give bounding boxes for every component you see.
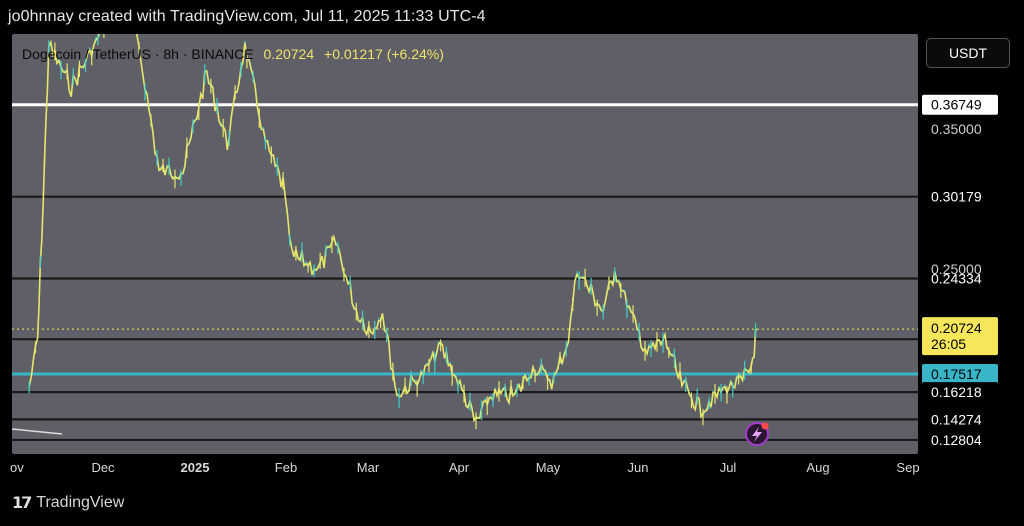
level-label-7: 0.12804 — [931, 432, 982, 448]
x-tick-label-5: Apr — [449, 460, 470, 475]
level-label-2: 0.24334 — [931, 271, 982, 287]
y-axis: 0.367490.301790.243340.200010.175170.162… — [922, 94, 998, 450]
y-tick-label-1: 0.25000 — [931, 261, 982, 277]
header-bar: jo0hnnay created with TradingView.com, J… — [0, 0, 1024, 40]
tv-logo-icon: 𝟭𝟳 — [12, 495, 32, 512]
current-price-label: 0.20724 — [931, 320, 982, 336]
alert-icon[interactable] — [745, 422, 769, 446]
x-tick-label-8: Jul — [720, 460, 737, 475]
level-label-0: 0.36749 — [931, 97, 982, 113]
drawing-line — [12, 428, 63, 435]
footer-bar — [0, 486, 1024, 526]
price-change: +0.01217 (+6.24%) — [324, 46, 444, 62]
last-price: 0.20724 — [263, 46, 315, 62]
x-tick-label-2: 2025 — [181, 460, 210, 475]
x-tick-label-4: Mar — [357, 460, 380, 475]
x-tick-label-7: Jun — [628, 460, 649, 475]
x-tick-label-3: Feb — [275, 460, 297, 475]
level-tag-6 — [922, 409, 998, 430]
support-lines — [12, 103, 918, 442]
price-line-alt — [28, 34, 758, 420]
credit-text: jo0hnnay created with TradingView.com, J… — [8, 8, 486, 25]
symbol-name: Dogecoin / TetherUS · 8h · BINANCE — [22, 46, 254, 62]
y-tick-label-0: 0.35000 — [931, 121, 982, 137]
x-axis: ov Dec 2025 Feb Mar Apr May Jun Jul Aug Sep — [10, 460, 920, 475]
price-series — [12, 34, 758, 435]
x-tick-label-1: Dec — [91, 460, 115, 475]
level-tag-5 — [922, 382, 998, 403]
currency-button[interactable]: USDT — [926, 38, 1010, 68]
symbol-legend[interactable]: Dogecoin / TetherUS · 8h · BINANCE 0.207… — [22, 46, 444, 62]
brand-name: TradingView — [36, 494, 125, 511]
level-tag-4 — [922, 363, 998, 384]
level-tag-1 — [922, 186, 998, 207]
x-tick-label-10: Sep — [896, 460, 919, 475]
price-line — [28, 34, 758, 423]
countdown-label: 26:05 — [931, 336, 966, 352]
x-tick-label-9: Aug — [806, 460, 829, 475]
level-label-4: 0.17517 — [931, 366, 982, 382]
level-label-1: 0.30179 — [931, 189, 982, 205]
tradingview-logo[interactable]: 𝟭𝟳 TradingView — [12, 493, 124, 513]
level-label-5: 0.16218 — [931, 384, 982, 400]
x-tick-label-6: May — [536, 460, 561, 475]
level-tag-2 — [922, 268, 998, 289]
level-tag-0 — [922, 94, 998, 115]
level-tag-7 — [922, 429, 998, 450]
level-label-6: 0.14274 — [931, 411, 982, 427]
x-tick-label-0: ov — [10, 460, 24, 475]
current-price-tag — [922, 317, 998, 356]
